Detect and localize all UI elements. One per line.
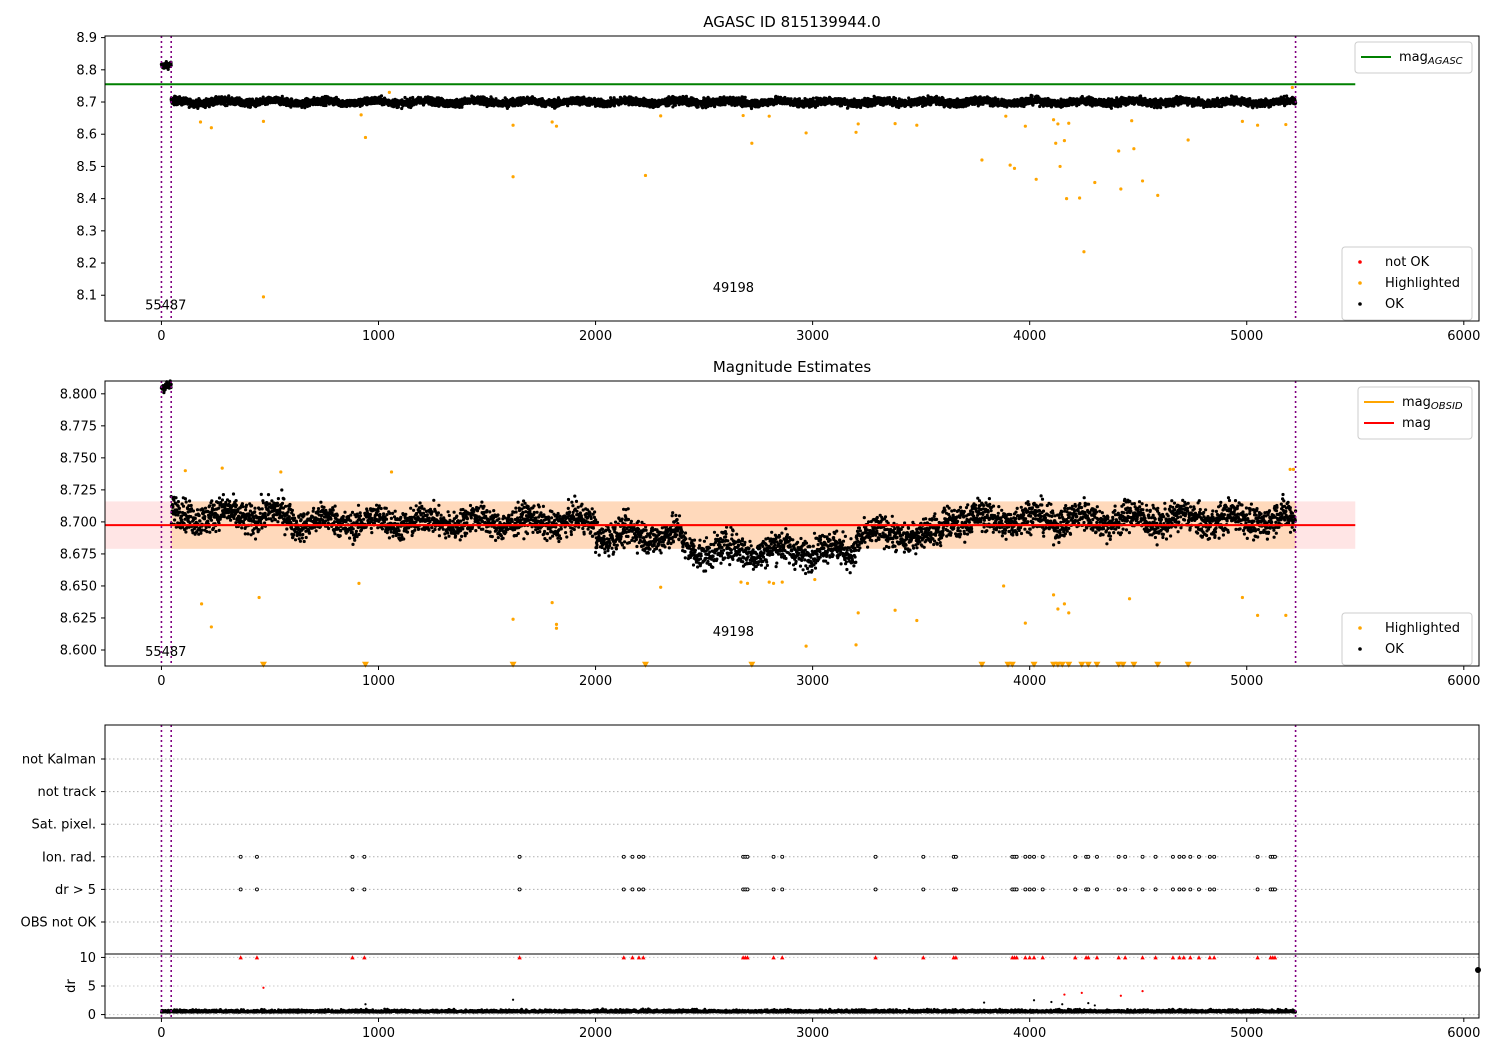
highlighted-point [1034, 177, 1038, 181]
highlighted-point [893, 121, 897, 126]
highlighted-point [980, 158, 984, 162]
highlighted-point [1082, 250, 1086, 254]
highlighted-point [387, 90, 391, 94]
x-tick-label: 3000 [796, 329, 829, 344]
highlighted-point [856, 122, 860, 126]
highlighted-point [1004, 114, 1008, 118]
highlighted-point [550, 120, 554, 124]
ok-point [811, 96, 815, 100]
highlighted-point [804, 131, 808, 135]
x-tick-label: 1000 [362, 329, 395, 344]
y-tick-label: 8.9 [76, 31, 97, 46]
y-tick-label: 8.3 [76, 224, 97, 239]
ok-point [701, 106, 705, 110]
highlighted-point [359, 113, 363, 117]
highlighted-point [643, 173, 648, 178]
y-tick-label: 8.7 [76, 96, 97, 111]
highlighted-point [198, 120, 203, 124]
ok-point [223, 95, 227, 99]
highlighted-point [854, 130, 858, 134]
agasc-magnitude-panel: AGASC ID 815139944.0 8.1 8.2 8.3 8.4 8.5 8.6 8… [76, 13, 1480, 344]
highlighted-point [1058, 164, 1062, 169]
highlighted-point [1062, 139, 1067, 143]
panel-title: AGASC ID 815139944.0 [703, 13, 881, 31]
highlighted-point [1284, 122, 1288, 127]
highlighted-point [363, 135, 368, 140]
highlighted-point [1117, 149, 1121, 153]
highlighted-point [915, 123, 919, 127]
ok-point [460, 105, 464, 109]
highlighted-point [554, 124, 559, 128]
highlighted-point [1078, 196, 1082, 200]
highlighted-point [741, 113, 745, 118]
highlighted-point [659, 114, 663, 118]
ok-point [227, 94, 231, 98]
highlighted-point [1130, 119, 1134, 123]
highlighted-point [1008, 163, 1012, 167]
highlighted-point [1051, 118, 1056, 122]
ok-point [166, 67, 170, 71]
highlighted-point [1119, 187, 1123, 191]
ok-point [379, 94, 384, 98]
highlighted-point [1290, 85, 1294, 90]
highlighted-point [1023, 124, 1027, 128]
ok-point [174, 95, 178, 99]
x-tick-label: 2000 [579, 329, 612, 344]
highlighted-point [1240, 119, 1245, 123]
x-tick-label: 0 [157, 329, 165, 344]
highlighted-point [767, 114, 771, 118]
highlighted-point [1255, 123, 1260, 127]
ok-point [893, 96, 898, 101]
highlighted-point [750, 141, 754, 145]
x-tick-label: 5000 [1230, 329, 1263, 344]
highlighted-point [1186, 138, 1190, 142]
ok-point [214, 95, 218, 99]
x-tick-label: 4000 [1013, 329, 1046, 344]
y-tick-label: 8.1 [76, 289, 97, 304]
highlighted-point [209, 126, 213, 130]
y-tick-label: 8.8 [76, 63, 97, 78]
y-tick-label: 8.4 [76, 192, 97, 207]
highlighted-point [1156, 193, 1160, 198]
y-tick-label: 8.6 [76, 128, 97, 143]
ok-point [334, 95, 338, 99]
ok-point [280, 94, 284, 98]
highlighted-point [1054, 141, 1058, 145]
highlighted-point [511, 175, 515, 179]
highlighted-point [1067, 121, 1071, 125]
highlighted-point [1093, 180, 1097, 185]
highlighted-point [1140, 179, 1145, 183]
y-tick-label: 8.2 [76, 257, 97, 272]
ok-point [749, 106, 754, 111]
highlighted-point [511, 123, 515, 127]
y-tick-label: 8.5 [76, 160, 97, 175]
highlighted-point [261, 119, 266, 123]
highlighted-point [1132, 147, 1136, 151]
x-tick-label: 6000 [1447, 329, 1480, 344]
highlighted-point [1064, 197, 1069, 201]
highlighted-point [1012, 166, 1017, 170]
highlighted-point [1056, 122, 1060, 126]
highlighted-point [261, 295, 266, 299]
